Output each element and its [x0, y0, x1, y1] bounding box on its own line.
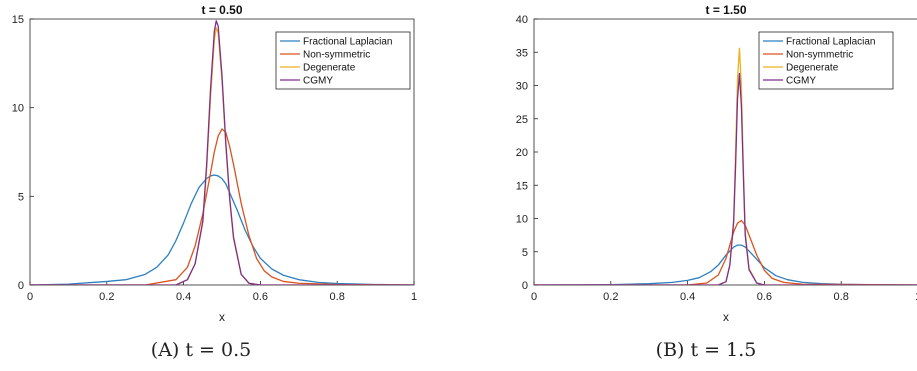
legend-entry: CGMY [303, 76, 333, 87]
y-tick-label: 25 [516, 114, 528, 126]
x-tick-label: 1 [411, 291, 417, 303]
series-line-cgmy [534, 72, 917, 285]
y-tick-label: 0 [18, 280, 24, 292]
chart-title: t = 1.50 [705, 3, 746, 17]
x-tick-label: 0.4 [176, 291, 191, 303]
y-tick-label: 30 [516, 81, 528, 93]
x-tick-label: 0 [531, 291, 537, 303]
x-tick-label: 0 [27, 291, 33, 303]
x-tick-label: 1 [915, 291, 917, 303]
y-tick-label: 10 [516, 214, 528, 226]
series-line-non-symmetric [534, 219, 917, 285]
x-tick-label: 0.6 [253, 291, 268, 303]
x-tick-label: 0.2 [99, 291, 114, 303]
x-axis-label: x [723, 310, 729, 324]
y-tick-label: 5 [522, 247, 528, 259]
legend-entry: Degenerate [786, 63, 839, 74]
legend-entry: Degenerate [303, 63, 356, 74]
x-tick-label: 0.4 [680, 291, 695, 303]
series-line-fractional-laplacian [30, 174, 414, 285]
x-tick-label: 0.6 [757, 291, 772, 303]
legend-entry: Fractional Laplacian [303, 37, 393, 48]
chart-title: t = 0.50 [201, 3, 242, 17]
legend-entry: CGMY [786, 76, 816, 87]
series-line-cgmy [30, 20, 414, 285]
y-tick-label: 20 [516, 147, 528, 159]
figure-caption: (B) t = 1.5 [656, 339, 757, 361]
chart-panel-b: 00.20.40.60.810510152025303540t = 1.50xF… [516, 3, 917, 361]
x-tick-label: 0.8 [834, 291, 849, 303]
x-tick-label: 0.8 [330, 291, 345, 303]
y-tick-label: 10 [12, 103, 24, 115]
series-line-non-symmetric [30, 128, 414, 285]
y-tick-label: 5 [18, 191, 24, 203]
y-tick-label: 35 [516, 47, 528, 59]
series-group [534, 47, 917, 285]
y-tick-label: 0 [522, 280, 528, 292]
legend-entry: Non-symmetric [303, 50, 370, 61]
y-tick-label: 15 [516, 180, 528, 192]
series-line-fractional-laplacian [534, 244, 917, 285]
figure-caption: (A) t = 0.5 [151, 339, 251, 361]
series-group [30, 20, 414, 285]
x-tick-label: 0.2 [603, 291, 618, 303]
y-tick-label: 15 [12, 14, 24, 26]
legend-entry: Non-symmetric [786, 50, 853, 61]
x-axis-label: x [219, 310, 225, 324]
y-tick-label: 40 [516, 14, 528, 26]
legend-entry: Fractional Laplacian [786, 37, 876, 48]
